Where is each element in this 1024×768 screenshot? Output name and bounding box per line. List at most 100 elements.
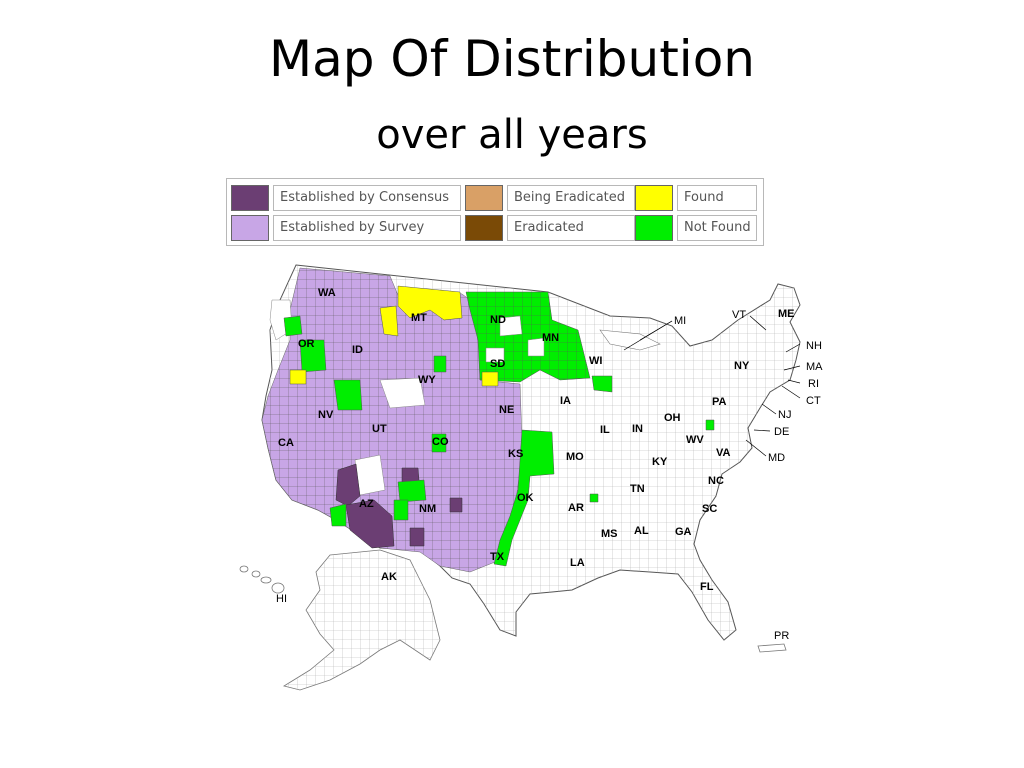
page-title: Map Of Distribution bbox=[269, 30, 755, 88]
puerto-rico bbox=[757, 643, 787, 653]
state-label-wy: WY bbox=[418, 374, 436, 386]
state-label-ny: NY bbox=[734, 360, 750, 372]
region-not-found bbox=[433, 355, 447, 373]
state-label-nj: NJ bbox=[778, 409, 791, 421]
state-label-ga: GA bbox=[675, 526, 692, 538]
region-no-data bbox=[485, 347, 505, 363]
state-label-ks: KS bbox=[508, 448, 523, 460]
region-not-found bbox=[493, 429, 555, 567]
legend-swatch bbox=[465, 185, 503, 211]
external-labels: MI VT ME NH MA RI CT NJ DE MD HI PR bbox=[276, 308, 823, 642]
region-not-found bbox=[333, 379, 363, 411]
region-established-consensus bbox=[449, 497, 463, 513]
state-label-md: MD bbox=[768, 452, 785, 464]
legend-label: Not Found bbox=[677, 215, 757, 241]
legend-swatch bbox=[635, 185, 673, 211]
state-label-sc: SC bbox=[702, 503, 717, 515]
legend-swatch bbox=[231, 215, 269, 241]
legend-swatch bbox=[465, 215, 503, 241]
state-label-nh: NH bbox=[806, 340, 822, 352]
region-survey-grid bbox=[262, 268, 522, 572]
state-label-me: ME bbox=[778, 308, 795, 320]
region-no-data bbox=[354, 454, 386, 496]
state-label-in: IN bbox=[632, 423, 643, 435]
page-subtitle: over all years bbox=[376, 112, 648, 158]
hawaii-islands bbox=[239, 565, 285, 594]
region-not-found bbox=[589, 493, 599, 503]
state-label-ms: MS bbox=[601, 528, 618, 540]
region-found bbox=[397, 285, 463, 321]
legend-label: Eradicated bbox=[507, 215, 635, 241]
state-label-ia: IA bbox=[560, 395, 571, 407]
state-label-vt: VT bbox=[732, 309, 746, 321]
region-no-data bbox=[379, 377, 426, 409]
legend-label: Established by Consensus bbox=[273, 185, 461, 211]
region-not-found bbox=[705, 419, 715, 431]
state-label-va: VA bbox=[716, 447, 731, 459]
state-label-wi: WI bbox=[589, 355, 602, 367]
state-label-pr: PR bbox=[774, 630, 789, 642]
region-not-found bbox=[393, 499, 409, 521]
region-not-found bbox=[299, 339, 327, 373]
state-label-wa: WA bbox=[318, 287, 336, 299]
state-label-mi: MI bbox=[674, 315, 686, 327]
state-label-hi: HI bbox=[276, 593, 287, 605]
state-label-ca: CA bbox=[278, 437, 294, 449]
leader-lines bbox=[623, 315, 801, 457]
state-label-ky: KY bbox=[652, 456, 668, 468]
state-labels: WA OR ID MT ND MN WI SD WY NV CA UT CO N… bbox=[278, 287, 750, 593]
state-label-or: OR bbox=[298, 338, 315, 350]
state-label-ak: AK bbox=[381, 571, 397, 583]
region-established-consensus bbox=[345, 499, 395, 549]
state-label-ri: RI bbox=[808, 378, 819, 390]
state-label-tn: TN bbox=[630, 483, 645, 495]
state-label-al: AL bbox=[634, 525, 649, 537]
state-label-sd: SD bbox=[490, 358, 505, 370]
state-label-mt: MT bbox=[411, 312, 427, 324]
state-label-la: LA bbox=[570, 557, 585, 569]
region-found bbox=[481, 371, 499, 387]
region-established-consensus bbox=[409, 527, 425, 547]
state-label-mn: MN bbox=[542, 332, 559, 344]
legend-label: Found bbox=[677, 185, 757, 211]
state-label-nd: ND bbox=[490, 314, 506, 326]
state-label-az: AZ bbox=[359, 498, 374, 510]
state-label-fl: FL bbox=[700, 581, 714, 593]
state-label-ok: OK bbox=[517, 492, 534, 504]
map-legend: Established by Consensus Being Eradicate… bbox=[226, 178, 764, 246]
state-label-il: IL bbox=[600, 424, 610, 436]
region-no-data bbox=[527, 337, 545, 357]
great-lakes bbox=[599, 329, 661, 351]
region-not-found bbox=[431, 433, 447, 453]
region-no-data bbox=[499, 315, 523, 337]
state-label-ne: NE bbox=[499, 404, 514, 416]
legend-label: Being Eradicated bbox=[507, 185, 635, 211]
region-not-found bbox=[397, 479, 427, 503]
state-label-wv: WV bbox=[686, 434, 704, 446]
region-not-found bbox=[283, 315, 303, 337]
state-label-ar: AR bbox=[568, 502, 584, 514]
state-label-nc: NC bbox=[708, 475, 724, 487]
state-label-oh: OH bbox=[664, 412, 681, 424]
state-label-id: ID bbox=[352, 344, 363, 356]
state-label-co: CO bbox=[432, 436, 449, 448]
alaska-county-grid bbox=[284, 550, 440, 690]
state-label-ma: MA bbox=[806, 361, 823, 373]
legend-swatch bbox=[231, 185, 269, 211]
legend-swatch bbox=[635, 215, 673, 241]
state-label-nv: NV bbox=[318, 409, 334, 421]
legend-label: Established by Survey bbox=[273, 215, 461, 241]
state-label-nm: NM bbox=[419, 503, 436, 515]
region-found bbox=[379, 305, 399, 337]
state-label-ut: UT bbox=[372, 423, 387, 435]
region-found bbox=[289, 369, 307, 385]
state-label-pa: PA bbox=[712, 396, 727, 408]
state-label-mo: MO bbox=[566, 451, 584, 463]
state-label-ct: CT bbox=[806, 395, 821, 407]
state-label-tx: TX bbox=[490, 551, 505, 563]
region-established-consensus bbox=[335, 463, 361, 507]
region-not-found bbox=[329, 503, 347, 527]
state-label-de: DE bbox=[774, 426, 789, 438]
region-not-found bbox=[591, 375, 613, 393]
